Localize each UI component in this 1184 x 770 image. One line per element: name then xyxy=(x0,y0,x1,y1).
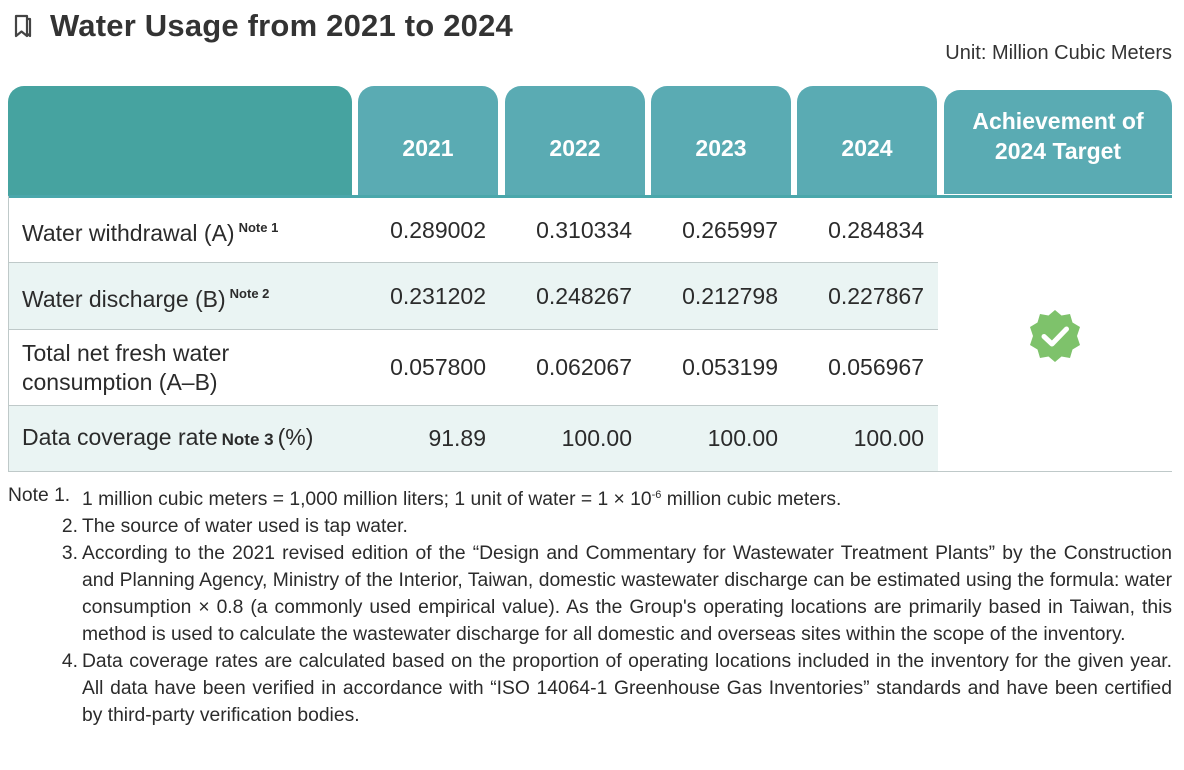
cell-value: 0.248267 xyxy=(536,283,632,309)
cell-value: 0.062067 xyxy=(536,354,632,380)
cell-value: 0.284834 xyxy=(828,217,924,243)
cell-value: 100.00 xyxy=(561,425,632,451)
cell-value: 0.212798 xyxy=(682,283,778,309)
header-achievement: Achievement of 2024 Target xyxy=(944,90,1172,194)
cell-value: 0.227867 xyxy=(828,283,924,309)
verified-check-icon xyxy=(1030,310,1080,362)
footnotes: Note 1. 1 million cubic meters = 1,000 m… xyxy=(8,482,1172,729)
note-ref: Note 1 xyxy=(238,220,279,235)
cell-value: 0.310334 xyxy=(536,217,632,243)
header-divider xyxy=(8,195,1172,198)
page-title: Water Usage from 2021 to 2024 xyxy=(50,8,513,43)
row-label: Water discharge (B) Note 2 xyxy=(22,286,270,312)
cell-value: 0.289002 xyxy=(390,217,486,243)
cell-value: 0.231202 xyxy=(390,283,486,309)
table-row-withdrawal: Water withdrawal (A) Note 1 0.289002 0.31… xyxy=(8,198,938,262)
table-row-coverage: Data coverage rate Note 3 (%) 91.89 100.00… xyxy=(8,406,938,471)
title-row: Water Usage from 2021 to 2024 xyxy=(10,6,513,46)
table-bottom-border xyxy=(8,471,1172,472)
cell-value: 91.89 xyxy=(428,425,486,451)
cell-value: 0.053199 xyxy=(682,354,778,380)
header-year-2024: 2024 xyxy=(797,86,937,196)
header-achievement-line2: 2024 Target xyxy=(994,138,1122,164)
footnote-1: Note 1. 1 million cubic meters = 1,000 m… xyxy=(8,485,842,510)
row-label: Water withdrawal (A) Note 1 xyxy=(22,220,279,246)
row-divider xyxy=(8,405,938,406)
table-left-border xyxy=(8,196,9,472)
row-divider xyxy=(8,262,938,263)
table-row-discharge: Water discharge (B) Note 2 0.231202 0.248… xyxy=(8,263,938,329)
footnote-3: 3. According to the 2021 revised edition… xyxy=(61,543,1172,645)
header-year-2023: 2023 xyxy=(651,86,791,196)
note-ref: Note 3 xyxy=(221,430,274,449)
row-label: Data coverage rate Note 3 (%) xyxy=(22,424,314,450)
cell-value: 0.265997 xyxy=(682,217,778,243)
header-blank-cell xyxy=(8,86,352,196)
header-year-2021: 2021 xyxy=(358,86,498,196)
header-achievement-line1: Achievement of xyxy=(972,108,1144,134)
bookmark-icon xyxy=(14,14,32,38)
row-label: Total net fresh water consumption (A–B) xyxy=(22,340,230,395)
cell-value: 0.057800 xyxy=(390,354,486,380)
cell-value: 100.00 xyxy=(707,425,778,451)
footnote-2: 2. The source of water used is tap water… xyxy=(61,516,408,537)
row-divider xyxy=(8,329,938,330)
note-ref: Note 2 xyxy=(229,286,270,301)
unit-label: Unit: Million Cubic Meters xyxy=(945,42,1172,64)
header-year-2022: 2022 xyxy=(505,86,645,196)
table-row-net-consumption: Total net fresh water consumption (A–B) … xyxy=(8,330,938,405)
cell-value: 100.00 xyxy=(853,425,924,451)
footnote-4: 4. Data coverage rates are calculated ba… xyxy=(61,651,1172,726)
cell-value: 0.056967 xyxy=(828,354,924,380)
